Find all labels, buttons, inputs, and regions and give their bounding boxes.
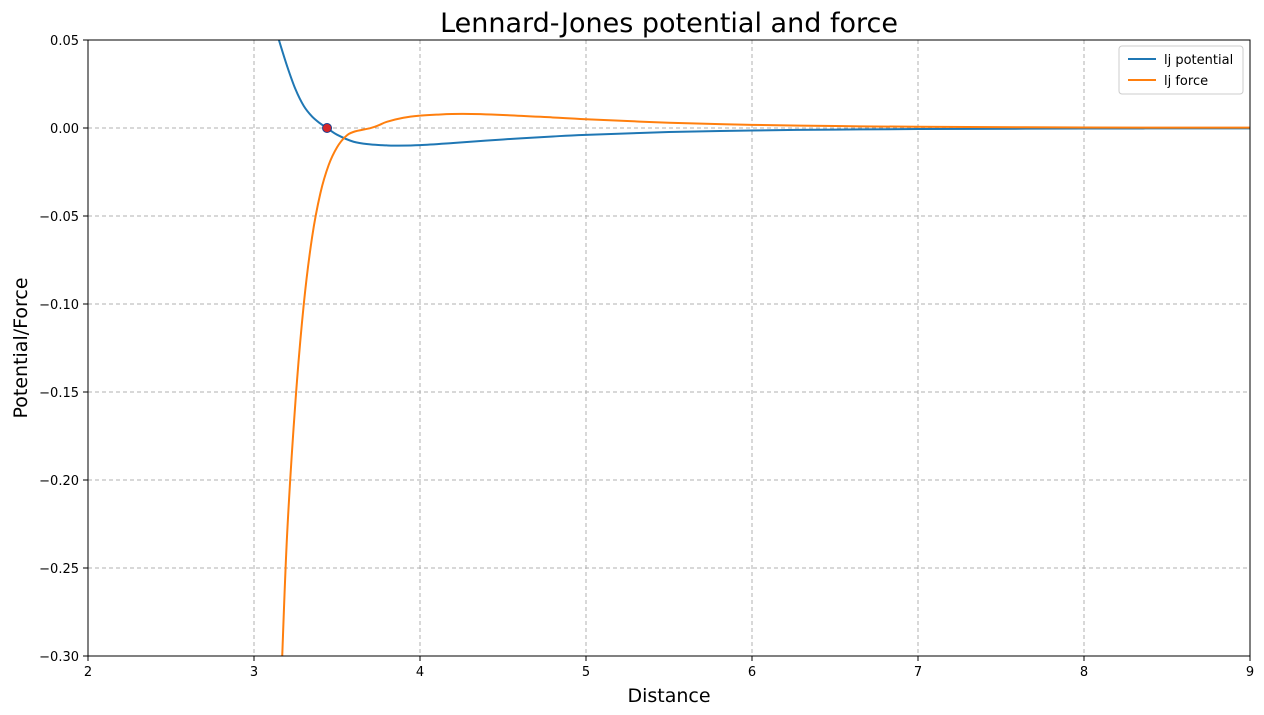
y-tick-label: −0.20	[39, 474, 79, 489]
series-line-lj-potential	[277, 40, 1250, 147]
x-tick-label: 8	[1080, 665, 1088, 680]
tick-layer: 2 3 4 5 6 7 8 9 0.05 0.00 −0.05 −0.10 −0.15 −0.20 −0.2…	[39, 34, 1254, 680]
x-tick-label: 5	[582, 665, 590, 680]
x-tick-label: 9	[1246, 665, 1254, 680]
legend-label-potential: lj potential	[1164, 53, 1233, 68]
y-tick-label: −0.30	[39, 650, 79, 665]
plot-frame	[87, 39, 1251, 657]
zero-crossing-marker	[322, 123, 333, 133]
chart-title: Lennard-Jones potential and force	[440, 8, 898, 39]
x-axis-label: Distance	[627, 685, 710, 707]
y-tick-label: −0.05	[39, 210, 79, 225]
legend: lj potential lj force	[1118, 45, 1244, 95]
x-tick-label: 7	[914, 665, 922, 680]
x-tick-label: 6	[748, 665, 756, 680]
y-tick-label: −0.25	[39, 562, 79, 577]
series-line-lj-force	[281, 112, 1250, 656]
plot-layer	[277, 40, 1250, 656]
x-tick-label: 2	[84, 665, 92, 680]
y-tick-label: 0.00	[50, 122, 79, 137]
y-tick-label: −0.15	[39, 386, 79, 401]
y-tick-label: −0.10	[39, 298, 79, 313]
x-tick-label: 4	[416, 665, 424, 680]
legend-label-force: lj force	[1164, 74, 1208, 89]
y-tick-label: 0.05	[50, 34, 79, 49]
y-axis-label: Potential/Force	[10, 277, 32, 418]
x-tick-label: 3	[250, 665, 258, 680]
